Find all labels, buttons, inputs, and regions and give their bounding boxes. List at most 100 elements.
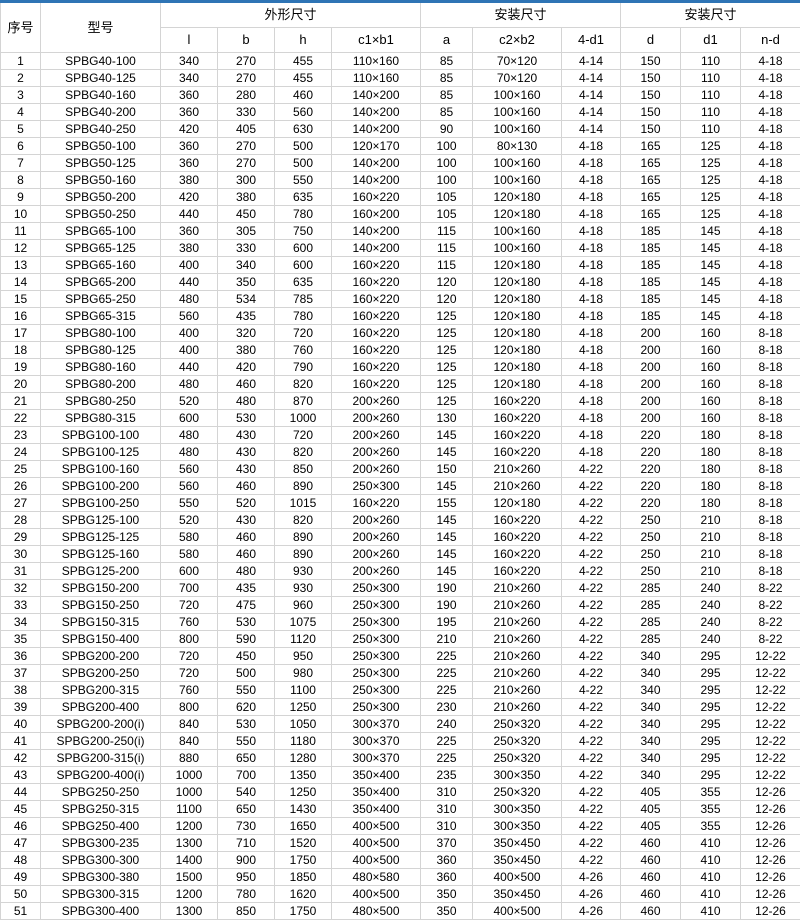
cell-nd: 4-18 — [741, 240, 800, 257]
cell-h: 1350 — [275, 767, 332, 784]
cell-c2b2: 210×260 — [473, 648, 562, 665]
cell-model: SPBG200-400(i) — [41, 767, 161, 784]
cell-d1: 240 — [681, 580, 741, 597]
cell-4d1: 4-22 — [562, 699, 621, 716]
cell-model: SPBG200-315 — [41, 682, 161, 699]
cell-4d1: 4-18 — [562, 325, 621, 342]
cell-nd: 4-18 — [741, 308, 800, 325]
cell-d1: 160 — [681, 376, 741, 393]
cell-b: 460 — [218, 478, 275, 495]
cell-c2b2: 100×160 — [473, 223, 562, 240]
cell-c2b2: 120×180 — [473, 376, 562, 393]
cell-c2b2: 100×160 — [473, 121, 562, 138]
header-col-l: l — [161, 28, 218, 53]
cell-h: 780 — [275, 206, 332, 223]
cell-l: 420 — [161, 121, 218, 138]
cell-c1b1: 250×300 — [332, 614, 421, 631]
cell-index: 37 — [1, 665, 41, 682]
cell-a: 125 — [421, 308, 473, 325]
cell-nd: 12-22 — [741, 716, 800, 733]
cell-d1: 125 — [681, 138, 741, 155]
cell-nd: 8-18 — [741, 376, 800, 393]
cell-d: 150 — [621, 87, 681, 104]
cell-h: 1430 — [275, 801, 332, 818]
cell-a: 210 — [421, 631, 473, 648]
cell-a: 310 — [421, 784, 473, 801]
cell-model: SPBG200-315(i) — [41, 750, 161, 767]
cell-model: SPBG125-125 — [41, 529, 161, 546]
cell-d: 165 — [621, 206, 681, 223]
cell-h: 550 — [275, 172, 332, 189]
cell-model: SPBG50-160 — [41, 172, 161, 189]
cell-model: SPBG300-380 — [41, 869, 161, 886]
cell-b: 330 — [218, 104, 275, 121]
cell-nd: 4-18 — [741, 53, 800, 70]
cell-c2b2: 300×350 — [473, 818, 562, 835]
cell-b: 270 — [218, 70, 275, 87]
cell-c2b2: 250×320 — [473, 784, 562, 801]
cell-h: 720 — [275, 325, 332, 342]
cell-b: 540 — [218, 784, 275, 801]
cell-d1: 295 — [681, 733, 741, 750]
cell-d1: 240 — [681, 631, 741, 648]
cell-model: SPBG40-160 — [41, 87, 161, 104]
cell-c1b1: 110×160 — [332, 53, 421, 70]
cell-index: 29 — [1, 529, 41, 546]
cell-a: 310 — [421, 818, 473, 835]
header-group-outline: 外形尺寸 — [161, 2, 421, 28]
cell-l: 840 — [161, 716, 218, 733]
cell-a: 125 — [421, 393, 473, 410]
cell-4d1: 4-22 — [562, 750, 621, 767]
cell-l: 800 — [161, 699, 218, 716]
cell-index: 42 — [1, 750, 41, 767]
cell-a: 225 — [421, 648, 473, 665]
cell-c2b2: 70×120 — [473, 53, 562, 70]
cell-c2b2: 250×320 — [473, 733, 562, 750]
cell-d: 150 — [621, 70, 681, 87]
cell-index: 31 — [1, 563, 41, 580]
cell-c1b1: 250×300 — [332, 699, 421, 716]
cell-a: 105 — [421, 206, 473, 223]
cell-b: 850 — [218, 903, 275, 920]
cell-b: 405 — [218, 121, 275, 138]
cell-c1b1: 160×220 — [332, 291, 421, 308]
cell-model: SPBG40-100 — [41, 53, 161, 70]
cell-b: 590 — [218, 631, 275, 648]
cell-index: 45 — [1, 801, 41, 818]
cell-c2b2: 100×160 — [473, 240, 562, 257]
cell-index: 24 — [1, 444, 41, 461]
cell-d1: 145 — [681, 291, 741, 308]
cell-b: 450 — [218, 206, 275, 223]
cell-index: 8 — [1, 172, 41, 189]
cell-model: SPBG50-100 — [41, 138, 161, 155]
cell-model: SPBG300-300 — [41, 852, 161, 869]
cell-h: 1250 — [275, 699, 332, 716]
cell-b: 480 — [218, 393, 275, 410]
cell-h: 1750 — [275, 903, 332, 920]
cell-a: 225 — [421, 682, 473, 699]
cell-model: SPBG50-250 — [41, 206, 161, 223]
cell-l: 600 — [161, 563, 218, 580]
cell-index: 49 — [1, 869, 41, 886]
header-group-row: 序号 型号 外形尺寸 安装尺寸 安装尺寸 — [1, 2, 800, 28]
cell-model: SPBG100-200 — [41, 478, 161, 495]
cell-model: SPBG150-200 — [41, 580, 161, 597]
cell-c2b2: 160×220 — [473, 427, 562, 444]
cell-h: 1850 — [275, 869, 332, 886]
cell-a: 190 — [421, 597, 473, 614]
cell-4d1: 4-14 — [562, 70, 621, 87]
cell-c2b2: 210×260 — [473, 461, 562, 478]
header-col-4d1: 4-d1 — [562, 28, 621, 53]
cell-d1: 160 — [681, 342, 741, 359]
cell-l: 440 — [161, 359, 218, 376]
cell-c2b2: 210×260 — [473, 682, 562, 699]
